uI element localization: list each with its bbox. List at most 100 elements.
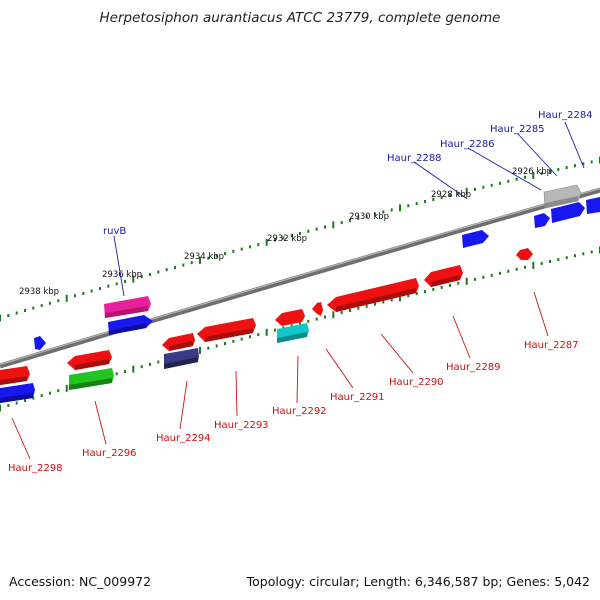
gene-label-haur-2288[interactable]: Haur_2288 xyxy=(387,153,442,164)
forward-strand-genes xyxy=(34,184,600,350)
minor-tick xyxy=(457,281,460,285)
minor-tick xyxy=(390,298,393,302)
minor-tick xyxy=(57,299,60,303)
accession-text: Accession: NC_009972 xyxy=(9,574,151,589)
gene-feature[interactable] xyxy=(327,278,419,312)
gene-feature[interactable] xyxy=(312,302,323,316)
major-tick xyxy=(399,204,401,212)
leader-haur-2284 xyxy=(564,121,585,169)
gene-feature[interactable] xyxy=(516,248,533,260)
major-tick xyxy=(132,275,135,283)
gene-label-haur-2284[interactable]: Haur_2284 xyxy=(538,110,593,121)
major-tick xyxy=(0,404,1,412)
gene-feature-shade xyxy=(164,357,198,369)
gene-feature[interactable] xyxy=(275,309,305,326)
minor-tick xyxy=(382,210,385,214)
tick-label-2934: 2934 kbp xyxy=(184,252,224,262)
major-tick xyxy=(332,221,335,229)
topology-text: Topology: circular; Length: 6,346,587 bp… xyxy=(246,574,590,589)
minor-tick xyxy=(340,311,343,315)
minor-tick xyxy=(90,289,93,293)
tick-label-2932: 2932 kbp xyxy=(267,234,307,244)
minor-tick xyxy=(557,258,560,262)
minor-tick xyxy=(449,283,451,287)
minor-tick xyxy=(307,319,310,323)
gene-label-haur-2290[interactable]: Haur_2290 xyxy=(389,377,444,388)
gene-label-haur-2286[interactable]: Haur_2286 xyxy=(440,139,495,150)
minor-tick xyxy=(7,404,10,407)
gene-feature[interactable] xyxy=(534,213,550,228)
gene-feature-shade xyxy=(69,378,112,390)
minor-tick xyxy=(315,317,318,321)
gene-label-ruvb[interactable]: ruvB xyxy=(103,226,126,237)
minor-tick xyxy=(390,208,393,212)
gene-feature[interactable] xyxy=(462,230,489,248)
gene-feature-shade xyxy=(336,288,416,312)
gene-label-haur-2289[interactable]: Haur_2289 xyxy=(446,362,501,373)
minor-tick xyxy=(424,200,426,203)
minor-tick xyxy=(232,249,235,253)
gene-feature[interactable] xyxy=(586,197,600,214)
minor-tick xyxy=(182,263,185,267)
minor-tick xyxy=(357,306,360,310)
minor-tick xyxy=(565,166,568,170)
gene-label-haur-2291[interactable]: Haur_2291 xyxy=(330,392,385,403)
minor-tick xyxy=(357,216,360,220)
minor-tick xyxy=(40,394,43,398)
minor-tick xyxy=(274,238,276,242)
minor-tick xyxy=(374,302,376,306)
minor-tick xyxy=(474,187,476,191)
major-tick xyxy=(399,294,401,302)
tick-label-2926: 2926 kbp xyxy=(512,167,552,177)
minor-tick xyxy=(524,265,526,269)
minor-tick xyxy=(149,272,151,276)
tick-label-2928: 2928 kbp xyxy=(431,190,471,200)
minor-tick xyxy=(432,198,435,201)
gene-label-haur-2294[interactable]: Haur_2294 xyxy=(156,433,211,444)
minor-tick xyxy=(174,265,176,269)
minor-tick xyxy=(115,372,118,376)
major-tick xyxy=(65,294,68,302)
leader-haur-2292 xyxy=(296,355,299,404)
minor-tick xyxy=(590,250,593,254)
leader-haur-2296 xyxy=(94,400,107,445)
leader-haur-2298 xyxy=(11,417,31,460)
minor-tick xyxy=(207,256,210,260)
genome-backbone-highlight xyxy=(0,187,600,366)
gene-label-haur-2298[interactable]: Haur_2298 xyxy=(8,463,63,474)
gene-feature-shade xyxy=(0,393,33,403)
major-tick xyxy=(332,311,335,319)
gene-label-haur-2287[interactable]: Haur_2287 xyxy=(524,340,579,351)
minor-tick xyxy=(374,212,376,216)
leader-haur-2294 xyxy=(179,380,188,430)
gene-label-haur-2285[interactable]: Haur_2285 xyxy=(490,124,545,135)
minor-tick xyxy=(57,389,60,393)
leader-haur-2286 xyxy=(467,147,542,191)
minor-tick xyxy=(574,254,576,258)
minor-tick xyxy=(282,236,285,240)
gene-feature-shade xyxy=(169,341,193,351)
minor-tick xyxy=(224,342,226,346)
gene-feature[interactable] xyxy=(34,336,46,350)
minor-tick xyxy=(324,315,326,319)
major-tick xyxy=(265,328,268,336)
gene-label-haur-2293[interactable]: Haur_2293 xyxy=(214,420,269,431)
gene-feature[interactable] xyxy=(551,202,585,223)
gene-labels: Haur_2284 Haur_2285 Haur_2286 Haur_2288 … xyxy=(8,110,593,474)
gene-label-haur-2296[interactable]: Haur_2296 xyxy=(82,448,137,459)
gene-feature-shade xyxy=(205,328,253,342)
minor-tick xyxy=(32,306,35,310)
minor-tick xyxy=(349,309,351,312)
minor-tick xyxy=(307,229,310,233)
minor-tick xyxy=(574,164,576,168)
minor-tick xyxy=(582,252,585,256)
minor-tick xyxy=(215,344,218,348)
minor-tick xyxy=(315,227,318,231)
minor-tick xyxy=(557,168,560,172)
minor-tick xyxy=(365,304,368,308)
minor-tick xyxy=(515,177,518,181)
minor-tick xyxy=(474,277,476,281)
gene-label-haur-2292[interactable]: Haur_2292 xyxy=(272,406,327,417)
minor-tick xyxy=(40,304,43,308)
minor-tick xyxy=(249,335,251,339)
